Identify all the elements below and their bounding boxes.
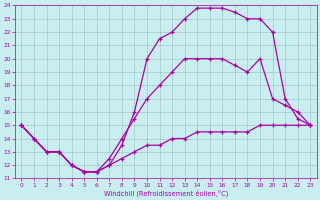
X-axis label: Windchill (Refroidissement éolien,°C): Windchill (Refroidissement éolien,°C) bbox=[104, 189, 228, 197]
